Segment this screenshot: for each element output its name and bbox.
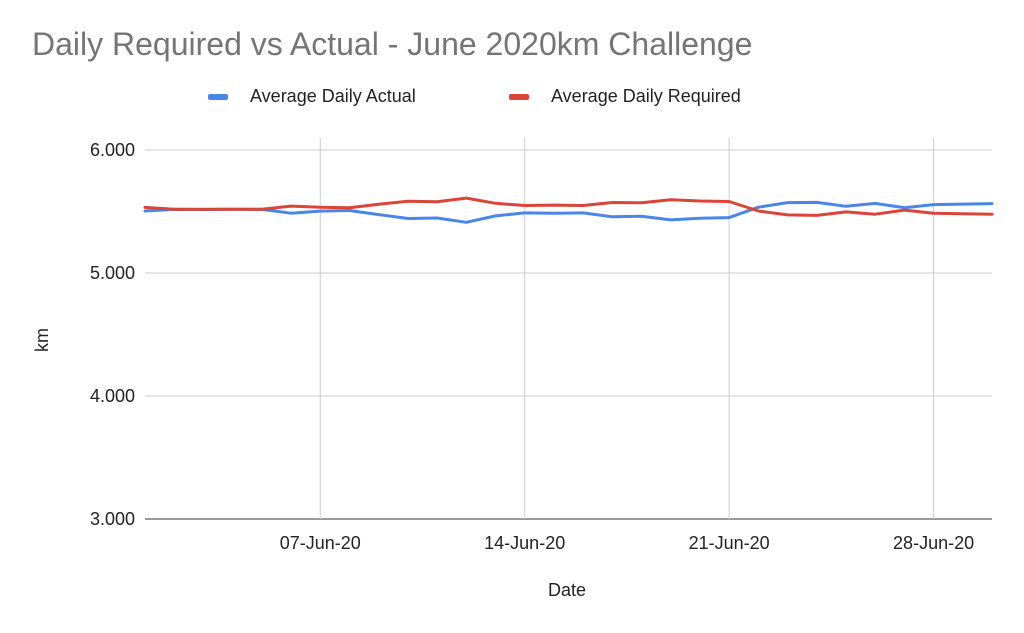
y-axis-title: km xyxy=(32,328,52,352)
x-tick-label: 07-Jun-20 xyxy=(280,533,361,553)
legend-swatch-required xyxy=(509,93,529,100)
chart-title: Daily Required vs Actual - June 2020km C… xyxy=(32,26,753,62)
y-tick-label: 5.000 xyxy=(90,263,135,283)
legend-item-actual[interactable]: Average Daily Actual xyxy=(208,86,416,107)
chart-tick-labels: 3.000 4.000 5.000 6.000 07-Jun-20 14-Jun-20 21… xyxy=(90,140,974,553)
series-line-actual xyxy=(143,200,994,224)
chart-legend: Average Daily Actual Average Daily Requi… xyxy=(0,86,1024,108)
legend-swatch-actual xyxy=(208,93,228,100)
chart-series xyxy=(143,196,994,224)
y-tick-label: 3.000 xyxy=(90,509,135,529)
legend-item-required[interactable]: Average Daily Required xyxy=(509,86,741,107)
legend-label-actual: Average Daily Actual xyxy=(250,86,416,106)
chart-gridlines xyxy=(145,138,992,520)
x-tick-label: 28-Jun-20 xyxy=(893,533,974,553)
legend-label-required: Average Daily Required xyxy=(551,86,741,106)
x-axis-title: Date xyxy=(548,580,586,600)
x-tick-label: 14-Jun-20 xyxy=(484,533,565,553)
x-tick-label: 21-Jun-20 xyxy=(689,533,770,553)
series-line-required xyxy=(143,196,994,217)
y-tick-label: 6.000 xyxy=(90,140,135,160)
y-tick-label: 4.000 xyxy=(90,386,135,406)
